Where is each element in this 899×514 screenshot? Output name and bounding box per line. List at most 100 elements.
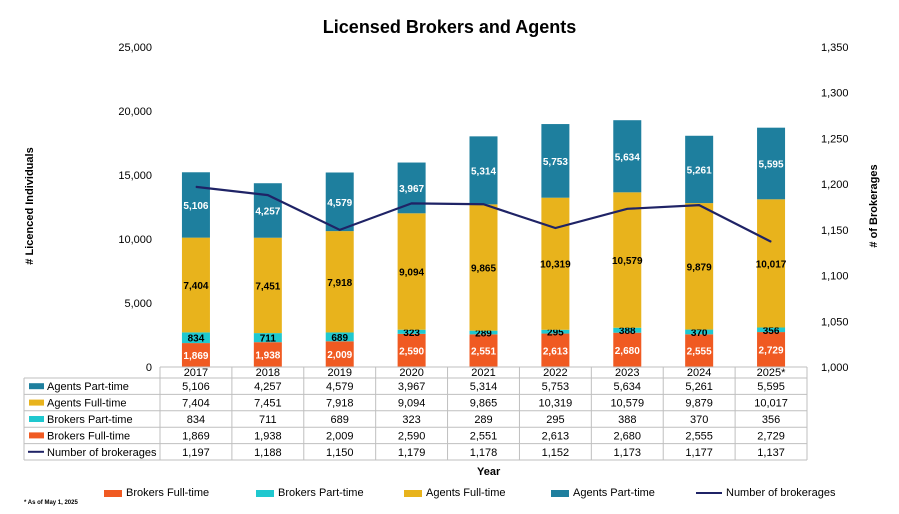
data-label-brokers-full-time: 2,613 [543,346,568,357]
legend-item-agents-part-time: Agents Part-time [551,487,655,499]
table-cell: 1,150 [326,447,354,459]
bar-brokers-part-time [469,330,498,335]
y2-tick-label: 1,150 [821,225,849,237]
table-cell: 9,879 [685,398,713,410]
bar-brokers-full-time [613,332,642,367]
legend-label: Agents Part-time [573,487,655,499]
table-cell: 388 [618,414,636,426]
data-label-agents-full-time: 7,451 [255,281,280,292]
table-cell: 2,555 [685,430,713,442]
y2-tick-label: 1,200 [821,179,849,191]
table-cell: 9,865 [470,398,498,410]
data-label-agents-full-time: 9,094 [399,268,424,279]
data-label-brokers-part-time: 370 [691,328,708,339]
table-cell: 1,179 [398,447,426,459]
y-tick-label: 0 [146,362,152,374]
table-cell: 2,551 [470,430,498,442]
x-tick-label: 2025* [757,367,786,379]
table-cell: 5,753 [542,381,570,393]
table-cell: 1,188 [254,447,282,459]
bar-agents-full-time [397,213,426,330]
table-cell: 3,967 [398,381,426,393]
legend-swatch [256,489,274,497]
legend-swatch [104,489,122,497]
point-number-of-brokerages [339,229,341,231]
data-label-agents-part-time: 5,314 [471,166,496,177]
y2-tick-label: 1,350 [821,42,849,54]
data-label-brokers-full-time: 2,551 [471,347,496,358]
table-cell: 1,869 [182,430,210,442]
bar-brokers-full-time [757,332,786,367]
point-number-of-brokerages [195,186,197,188]
bar-brokers-full-time [397,333,426,367]
point-number-of-brokerages [483,203,484,205]
point-number-of-brokerages [626,208,628,210]
bar-brokers-full-time [181,343,210,367]
bar-agents-full-time [757,199,786,328]
legend-swatch [404,489,422,497]
table-cell: 2,009 [326,430,354,442]
point-number-of-brokerages [554,227,556,229]
bar-agents-part-time [613,120,642,193]
table-row-label: Agents Full-time [47,398,126,410]
bar-brokers-part-time [541,329,570,334]
table-cell: 5,314 [470,381,498,393]
table-cell: 2,729 [757,430,785,442]
bar-agents-full-time [181,237,210,333]
table-cell: 1,137 [757,447,785,459]
bar-agents-part-time [469,136,498,205]
x-tick-label: 2020 [399,367,423,379]
table-cell: 356 [762,414,780,426]
data-label-brokers-full-time: 1,938 [255,351,280,362]
table-cell: 4,579 [326,381,354,393]
table-cell: 5,106 [182,381,210,393]
bar-agents-full-time [685,203,714,330]
x-tick-label: 2017 [184,367,208,379]
table-cell: 1,177 [685,447,713,459]
data-label-agents-part-time: 4,257 [255,206,280,217]
point-number-of-brokerages [267,194,269,196]
bar-agents-part-time [325,172,354,232]
table-cell: 323 [402,414,420,426]
bar-brokers-part-time [685,329,714,335]
data-label-agents-full-time: 9,879 [687,262,712,273]
x-tick-label: 2024 [687,367,711,379]
x-tick-label: 2019 [327,367,351,379]
data-label-brokers-part-time: 711 [260,334,277,345]
bar-agents-part-time [541,124,570,198]
bar-brokers-part-time [397,329,426,334]
table-row-label: Brokers Part-time [47,414,133,426]
bar-agents-part-time [253,183,282,238]
legend-item-brokers-full-time: Brokers Full-time [104,487,209,499]
point-number-of-brokerages [411,202,413,204]
bar-brokers-part-time [757,327,786,333]
data-label-agents-full-time: 7,918 [327,278,352,289]
table-row-label: Number of brokerages [47,447,157,459]
data-label-agents-part-time: 3,967 [399,184,424,195]
bar-brokers-full-time [541,333,570,367]
data-label-agents-part-time: 5,753 [543,157,568,168]
data-label-agents-full-time: 7,404 [183,281,208,292]
table-cell: 5,634 [614,381,642,393]
data-label-brokers-part-time: 356 [763,326,780,337]
point-number-of-brokerages [698,204,700,206]
legend-swatch [551,489,569,497]
legend-label: Agents Full-time [426,487,506,499]
table-key-swatch [29,432,44,439]
bar-agents-part-time [181,172,210,238]
table-cell: 5,595 [757,381,785,393]
table-cell: 7,404 [182,398,210,410]
y2-tick-label: 1,300 [821,88,849,100]
legend-item-brokers-part-time: Brokers Part-time [256,487,364,499]
legend-item-agents-full-time: Agents Full-time [404,487,505,499]
table-cell: 1,173 [614,447,642,459]
y-tick-label: 5,000 [124,298,152,310]
table-key-swatch [29,399,44,406]
data-label-brokers-full-time: 2,729 [759,346,784,357]
table-key-swatch [29,383,44,390]
bar-agents-full-time [325,231,354,333]
table-cell: 834 [187,414,205,426]
table-cell: 711 [259,414,277,426]
point-number-of-brokerages [770,241,772,243]
